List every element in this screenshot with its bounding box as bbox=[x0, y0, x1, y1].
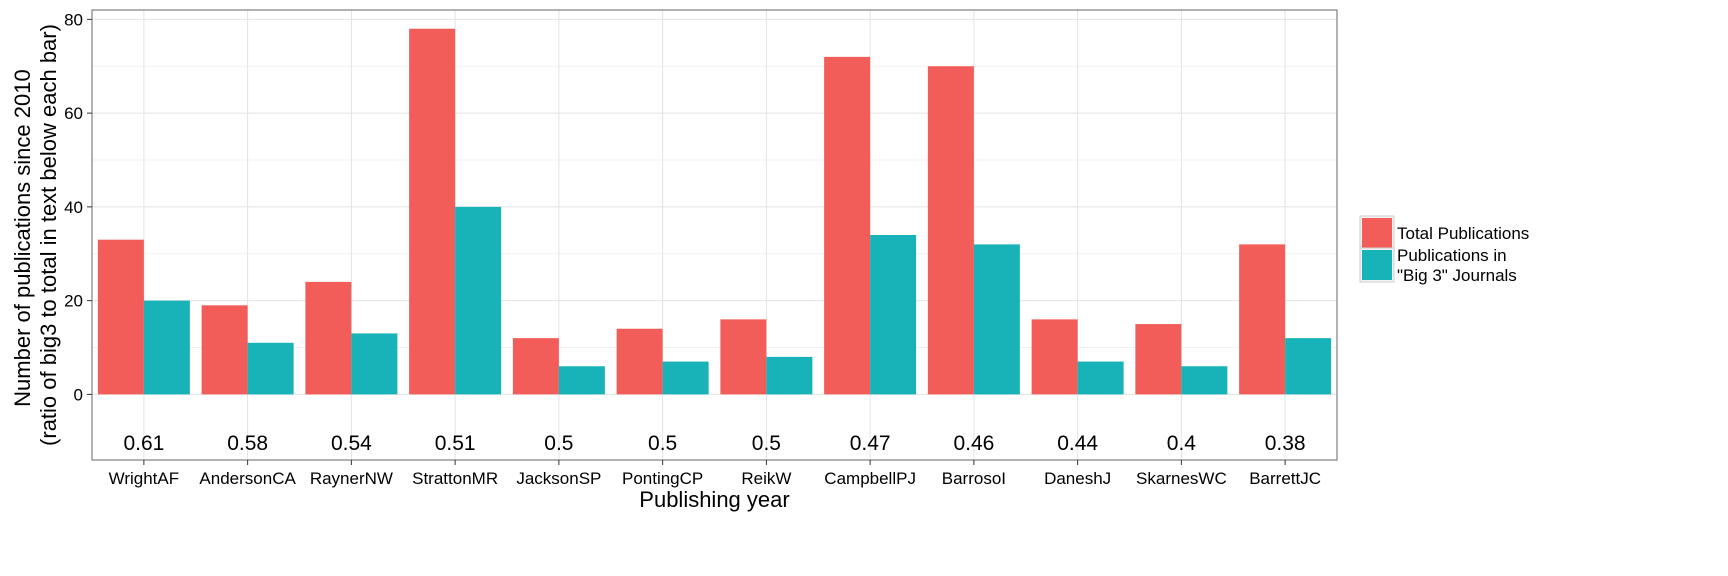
bar-total-barrosoi bbox=[927, 66, 974, 395]
legend-label-total-publications: Total Publications bbox=[1397, 224, 1529, 243]
bars bbox=[97, 28, 1332, 395]
y-tick-label: 40 bbox=[64, 198, 83, 217]
y-tick-label: 80 bbox=[64, 10, 83, 29]
bar-big3-skarneswc bbox=[1181, 366, 1228, 395]
x-tick-label-pontingcp: PontingCP bbox=[622, 469, 703, 488]
y-axis-title-line-2: (ratio of big3 to total in text below ea… bbox=[36, 24, 61, 446]
bar-big3-barrosoi bbox=[973, 244, 1020, 395]
legend-label-big3-line-2: "Big 3" Journals bbox=[1397, 266, 1517, 285]
bar-total-daneshj bbox=[1031, 319, 1078, 395]
x-tick-label-campbellpj: CampbellPJ bbox=[824, 469, 916, 488]
bar-total-campbellpj bbox=[824, 56, 871, 395]
x-tick-label-strattonmr: StrattonMR bbox=[412, 469, 498, 488]
y-axis-title: Number of publications since 2010 (ratio… bbox=[10, 24, 61, 446]
bar-big3-campbellpj bbox=[870, 235, 917, 395]
legend-key-big3-publications bbox=[1362, 250, 1392, 280]
ratio-label-raynernw: 0.54 bbox=[331, 432, 372, 455]
plot-panel-border bbox=[91, 9, 1338, 461]
legend-key-total-publications bbox=[1362, 218, 1392, 248]
bar-total-strattonmr bbox=[409, 28, 456, 395]
x-tick-label-raynernw: RaynerNW bbox=[310, 469, 393, 488]
y-tick-label: 0 bbox=[74, 385, 83, 404]
bar-total-barrettjc bbox=[1239, 244, 1286, 395]
bar-big3-wrightaf bbox=[143, 300, 190, 395]
y-axis-title-line-1: Number of publications since 2010 bbox=[10, 69, 35, 407]
ratio-label-strattonmr: 0.51 bbox=[435, 432, 476, 455]
bar-total-jacksonsp bbox=[512, 338, 559, 395]
ratio-label-barrosoi: 0.46 bbox=[953, 432, 994, 455]
x-axis-title: Publishing year bbox=[639, 487, 789, 512]
ratio-label-daneshj: 0.44 bbox=[1057, 432, 1098, 455]
ratio-label-reikw: 0.5 bbox=[752, 432, 781, 455]
bar-total-raynernw bbox=[305, 281, 352, 395]
bar-total-wrightaf bbox=[97, 239, 144, 395]
bar-big3-pontingcp bbox=[662, 361, 709, 395]
ratio-labels: 0.61 0.58 0.54 0.51 0.5 0.5 0.5 0.47 0.46 0.44 0.4… bbox=[123, 432, 1305, 455]
x-tick-label-jacksonsp: JacksonSP bbox=[516, 469, 601, 488]
y-tick-label: 60 bbox=[64, 104, 83, 123]
ratio-label-jacksonsp: 0.5 bbox=[544, 432, 573, 455]
bar-big3-raynernw bbox=[351, 333, 398, 395]
bar-total-skarneswc bbox=[1135, 324, 1182, 395]
bar-big3-andersonca bbox=[247, 342, 294, 395]
ratio-label-andersonca: 0.58 bbox=[227, 432, 268, 455]
x-tick-label-wrightaf: WrightAF bbox=[109, 469, 180, 488]
legend-label-big3-publications: Publications in "Big 3" Journals bbox=[1397, 246, 1517, 285]
ratio-label-wrightaf: 0.61 bbox=[123, 432, 164, 455]
x-tick-label-skarneswc: SkarnesWC bbox=[1136, 469, 1227, 488]
bar-big3-daneshj bbox=[1077, 361, 1124, 395]
x-axis: WrightAF AndersonCA RaynerNW StrattonMR Jack… bbox=[109, 460, 1321, 488]
bar-big3-jacksonsp bbox=[558, 366, 605, 395]
bar-big3-strattonmr bbox=[455, 206, 502, 395]
y-axis: 0 20 40 60 80 bbox=[64, 10, 92, 404]
y-tick-label: 20 bbox=[64, 292, 83, 311]
ratio-label-barrettjc: 0.38 bbox=[1265, 432, 1306, 455]
ratio-label-campbellpj: 0.47 bbox=[850, 432, 891, 455]
ratio-label-skarneswc: 0.4 bbox=[1167, 432, 1197, 455]
bar-big3-barrettjc bbox=[1285, 338, 1332, 395]
x-tick-label-daneshj: DaneshJ bbox=[1044, 469, 1111, 488]
x-tick-label-reikw: ReikW bbox=[741, 469, 791, 488]
bar-total-reikw bbox=[720, 319, 767, 395]
x-tick-label-barrettjc: BarrettJC bbox=[1249, 469, 1321, 488]
ratio-label-pontingcp: 0.5 bbox=[648, 432, 677, 455]
bar-total-andersonca bbox=[201, 305, 248, 395]
x-tick-label-barrosoi: BarrosoI bbox=[942, 469, 1006, 488]
legend: Total Publications Publications in "Big … bbox=[1359, 215, 1529, 285]
bar-total-pontingcp bbox=[616, 328, 663, 395]
legend-label-big3-line-1: Publications in bbox=[1397, 246, 1507, 265]
bar-big3-reikw bbox=[766, 356, 813, 395]
x-tick-label-andersonca: AndersonCA bbox=[199, 469, 296, 488]
